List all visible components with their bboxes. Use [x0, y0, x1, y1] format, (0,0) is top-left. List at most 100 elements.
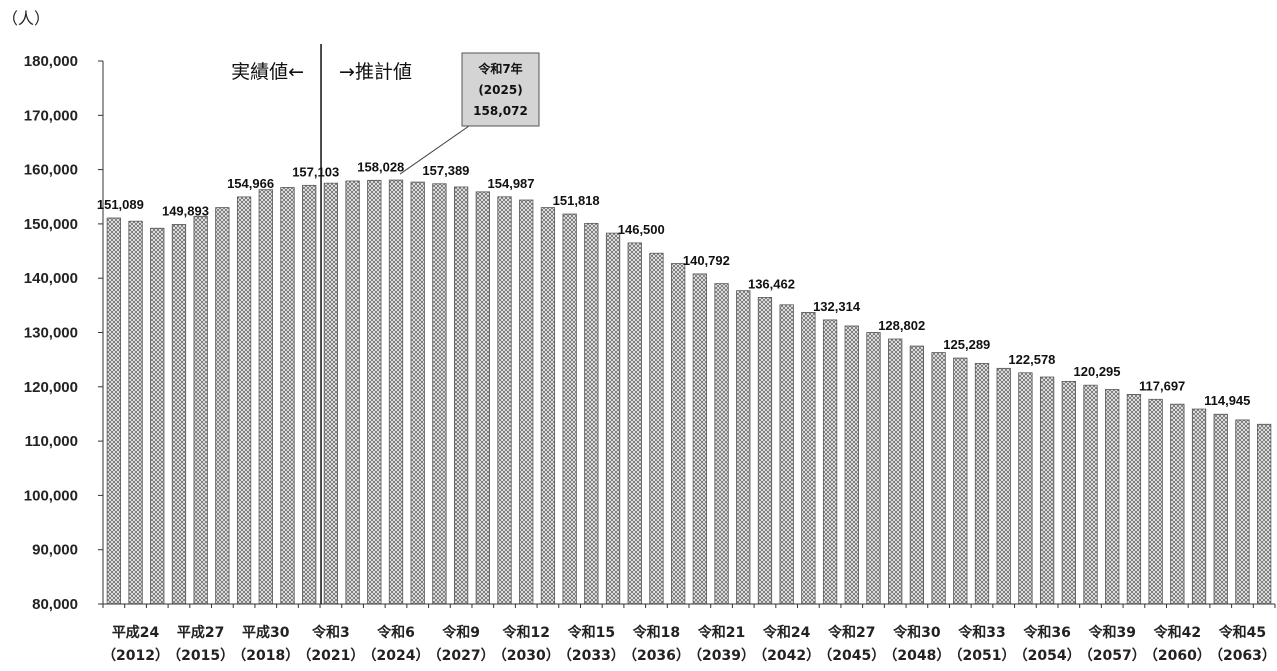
callout-line-2: (2025)	[478, 83, 522, 97]
bar	[171, 224, 187, 605]
bar	[1170, 403, 1185, 605]
bar	[1018, 372, 1033, 605]
callout-line-1: 令和7年	[477, 61, 522, 76]
callout-line-3: 158,072	[473, 104, 528, 118]
bar	[822, 319, 838, 605]
bar	[605, 232, 621, 605]
x-tick-label-year: （2054）	[1014, 648, 1081, 664]
data-label: 117,697	[1139, 378, 1185, 393]
data-label: 136,462	[748, 276, 795, 291]
x-tick-label-era: 令和30	[892, 624, 941, 641]
y-tick-label: 80,000	[32, 596, 78, 613]
y-tick-label: 150,000	[24, 216, 78, 233]
bar	[432, 183, 447, 605]
bar	[128, 220, 143, 605]
data-label: 128,802	[878, 318, 925, 333]
bar	[779, 304, 794, 605]
data-label: 154,987	[488, 176, 535, 191]
x-tick-label-era: 令和18	[632, 624, 680, 641]
bar	[736, 290, 751, 605]
data-label: 154,966	[227, 176, 274, 191]
bar	[692, 273, 707, 605]
bar	[844, 325, 859, 605]
bar	[866, 332, 881, 605]
x-tick-label-year: （2057）	[1079, 648, 1146, 664]
y-tick-label: 140,000	[24, 270, 78, 287]
estimate-values-label: →推計値	[339, 61, 412, 83]
bar	[193, 215, 208, 605]
bar	[323, 182, 339, 605]
y-tick-label: 130,000	[24, 325, 78, 342]
bar	[540, 207, 556, 605]
x-tick-label-era: 令和24	[762, 624, 811, 641]
bar	[1126, 393, 1142, 605]
x-tick-label-era: 平成30	[242, 624, 290, 641]
bar	[345, 180, 360, 605]
x-tick-label-era: 平成24	[112, 624, 160, 641]
data-label: 158,028	[357, 159, 404, 174]
data-label: 120,295	[1074, 364, 1121, 379]
bar	[562, 213, 577, 605]
y-tick-label: 100,000	[24, 487, 78, 504]
data-label: 140,792	[683, 253, 730, 268]
data-label: 125,289	[943, 337, 990, 352]
data-label: 157,103	[292, 164, 339, 179]
bar	[150, 227, 165, 605]
bar	[1061, 380, 1076, 605]
x-tick-label-year: （2027）	[428, 648, 495, 664]
x-tick-label-era: 令和39	[1087, 624, 1135, 641]
data-label: 146,500	[618, 222, 665, 237]
x-tick-label-era: 令和42	[1153, 624, 1201, 641]
bar	[1148, 398, 1163, 605]
bar	[280, 187, 295, 605]
x-tick-label-year: （2030）	[493, 648, 560, 664]
bars-group	[106, 179, 1272, 605]
actual-values-label: 実績値←	[231, 61, 304, 83]
bar	[410, 181, 425, 605]
bar	[1039, 376, 1055, 605]
bar	[1213, 413, 1228, 605]
x-tick-label-year: （2051）	[949, 648, 1016, 664]
bar	[106, 217, 121, 605]
x-tick-label-year: （2063）	[1209, 648, 1276, 664]
bar	[1105, 389, 1120, 605]
data-labels-group: 151,089 149,893 154,966 157,103 158,028 157,3…	[97, 159, 1251, 408]
callout-box	[461, 52, 540, 127]
bar	[888, 338, 903, 605]
bar	[453, 186, 469, 605]
x-tick-label-year: （2060）	[1144, 648, 1211, 664]
bar	[931, 352, 946, 605]
x-tick-label-era: 令和6	[376, 624, 415, 641]
data-label: 149,893	[162, 203, 209, 218]
bar	[757, 297, 773, 605]
bar	[627, 242, 642, 605]
x-tick-label-era: 令和21	[697, 624, 745, 641]
bar	[1257, 423, 1272, 605]
bar	[671, 263, 686, 605]
x-tick-label-era: 令和15	[567, 624, 615, 641]
data-label: 132,314	[813, 299, 861, 314]
x-tick-label-year: （2042）	[753, 648, 820, 664]
bar	[1235, 419, 1250, 605]
x-tick-label-year: （2021）	[297, 648, 364, 664]
x-tick-label-era: 令和9	[441, 624, 480, 641]
callout-leader-line	[399, 125, 470, 175]
bar	[584, 222, 599, 605]
bar	[974, 363, 990, 605]
x-tick-label-year: （2039）	[688, 648, 755, 664]
y-tick-label: 170,000	[24, 107, 78, 124]
bar	[236, 196, 252, 605]
data-label: 114,945	[1204, 393, 1250, 408]
y-tick-label: 160,000	[24, 162, 78, 179]
bar	[1191, 408, 1207, 605]
y-tick-label: 180,000	[24, 53, 78, 70]
bar	[475, 191, 490, 605]
x-tick-label-era: 平成27	[177, 624, 224, 641]
annotations-group: 実績値← →推計値 令和7年 (2025) 158,072	[231, 44, 540, 604]
bar	[367, 179, 382, 605]
x-tick-label-year: （2048）	[883, 648, 950, 664]
bar	[215, 207, 230, 605]
x-tick-label-year: （2036）	[623, 648, 690, 664]
bar	[801, 312, 816, 605]
